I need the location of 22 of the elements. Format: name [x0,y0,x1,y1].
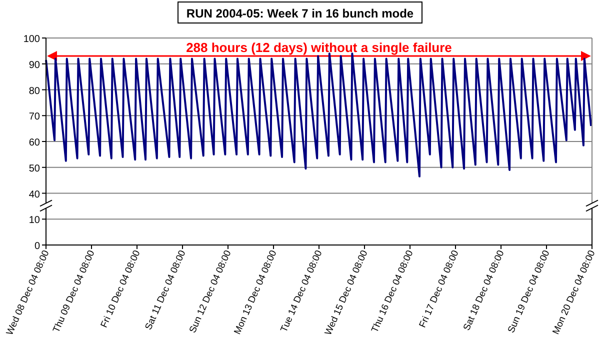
x-tick-label: Fri 17 Dec 04 08:00 [417,248,462,330]
y-tick-label: 60 [28,138,40,148]
y-tick-label: 80 [28,86,40,97]
y-tick-label: 100 [23,34,40,45]
x-tick-label: Fri 10 Dec 04 08:00 [98,248,143,330]
y-tick-label: 10 [28,215,40,226]
x-tick-label: Tue 14 Dec 04 08:00 [278,248,325,334]
x-tick-label: Sun 12 Dec 04 08:00 [187,248,234,335]
annotation: 288 hours (12 days) without a single failure [186,40,452,55]
x-tick-label: Mon 20 Dec 04 08:00 [550,248,598,336]
chart-title: RUN 2004-05: Week 7 in 16 bunch mode [186,6,414,20]
x-tick-label: Sat 11 Dec 04 08:00 [143,248,188,332]
y-tick-label: 40 [28,189,40,200]
x-tick-label: Mon 13 Dec 04 08:00 [232,248,280,336]
y-tick-label: 50 [28,163,40,174]
x-tick-label: Sat 18 Dec 04 08:00 [461,248,507,332]
x-tick-label: Thu 16 Dec 04 08:00 [370,248,416,334]
x-tick-label: Wed 15 Dec 04 08:00 [322,248,370,338]
y-tick-label: 90 [28,60,40,71]
x-tick-label: Thu 09 Dec 04 08:00 [51,248,98,334]
x-tick-label: Sun 19 Dec 04 08:00 [506,248,552,335]
y-tick-label: 70 [28,112,40,123]
